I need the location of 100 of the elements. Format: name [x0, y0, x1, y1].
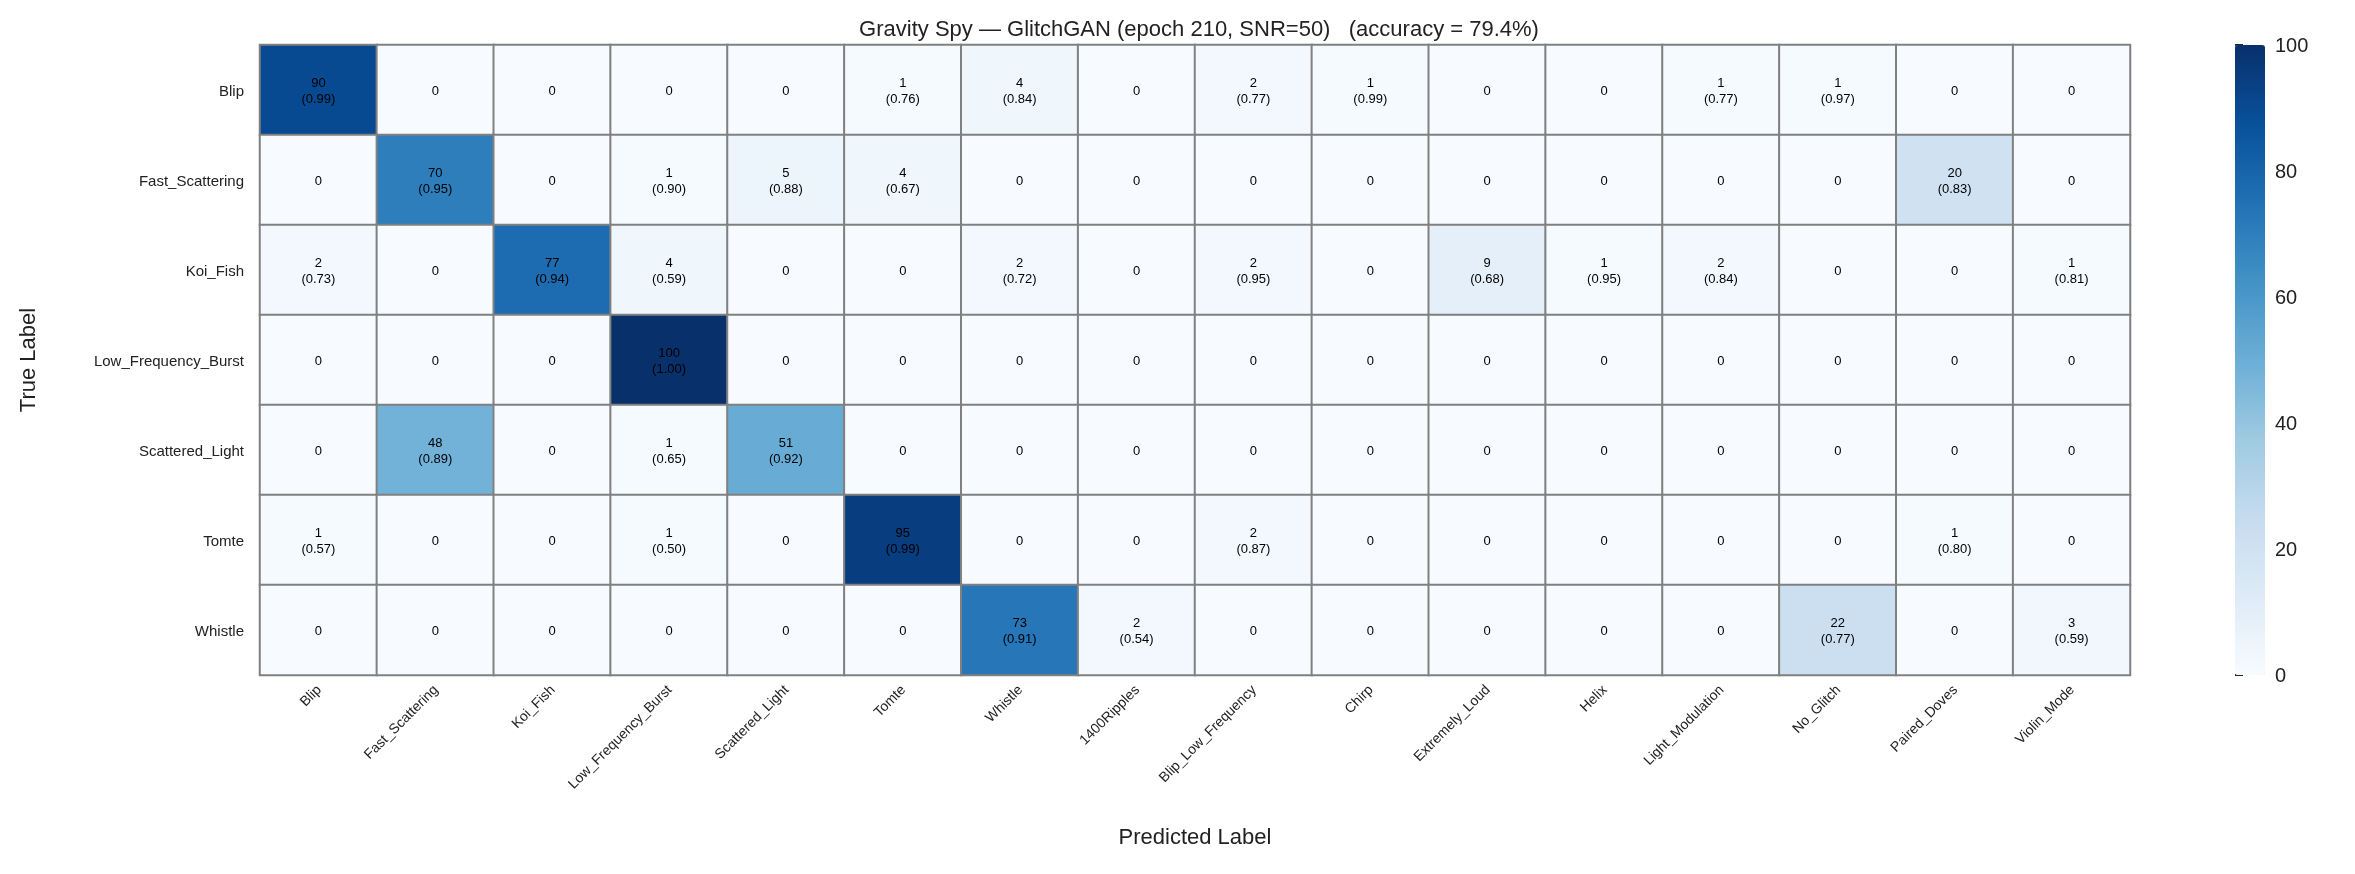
data-label: 0	[1834, 352, 1842, 368]
data-label: 0	[1600, 82, 1608, 98]
color-bar-label: 40	[2275, 412, 2298, 434]
data-label: 1 (0.77)	[1703, 74, 1738, 106]
data-label: 0	[1016, 442, 1024, 458]
data-label: 0	[2067, 532, 2076, 548]
data-label: 0	[1366, 172, 1374, 188]
data-label: 51 (0.92)	[768, 434, 803, 466]
data-label: 0	[1483, 622, 1491, 638]
data-label: 1 (0.57)	[301, 524, 336, 556]
data-label: 1 (0.95)	[1587, 254, 1622, 286]
data-label: 0	[1132, 352, 1141, 368]
data-label: 0	[548, 82, 556, 98]
data-label: 2 (0.84)	[1703, 254, 1738, 286]
data-label: 2 (0.77)	[1236, 74, 1271, 106]
color-bar-label: 100	[2275, 34, 2309, 56]
data-label: 1 (0.97)	[1820, 74, 1855, 106]
data-label: 0	[899, 442, 907, 458]
data-label: 0	[1016, 172, 1024, 188]
x-axis-title: Predicted Label	[1118, 823, 1272, 849]
data-label: 1 (0.50)	[652, 524, 687, 556]
data-label: 0	[1600, 172, 1608, 188]
y-tick-label: Blip	[218, 81, 244, 99]
x-tick-label: Blip	[296, 681, 325, 710]
data-label: 0	[548, 532, 556, 548]
data-label: 0	[1366, 352, 1374, 368]
data-label: 0	[665, 82, 673, 98]
data-label: 0	[314, 172, 323, 188]
y-tick-label: Koi_Fish	[185, 261, 244, 279]
data-label: 0	[1366, 622, 1374, 638]
data-label: 1 (0.90)	[652, 164, 687, 196]
data-label: 20 (0.83)	[1937, 164, 1972, 196]
data-label: 0	[1132, 82, 1141, 98]
data-label: 95 (0.99)	[885, 524, 920, 556]
data-label: 0	[2067, 352, 2076, 368]
data-label: 2 (0.54)	[1119, 614, 1154, 646]
data-label: 2 (0.72)	[1002, 254, 1037, 286]
data-label: 5 (0.88)	[768, 164, 803, 196]
data-label: 0	[1016, 352, 1024, 368]
data-label: 0	[1483, 82, 1491, 98]
data-label: 90 (0.99)	[301, 74, 336, 106]
data-label: 22 (0.77)	[1820, 614, 1855, 646]
data-label: 0	[1132, 262, 1141, 278]
color-bar-label: 0	[2275, 664, 2287, 686]
data-label: 0	[548, 172, 556, 188]
data-label: 0	[431, 82, 439, 98]
data-label: 1 (0.80)	[1937, 524, 1972, 556]
data-label: 0	[314, 352, 323, 368]
data-label: 0	[1249, 172, 1258, 188]
data-label: 0	[1717, 352, 1725, 368]
data-label: 0	[1483, 442, 1491, 458]
data-label: 0	[1366, 442, 1374, 458]
data-label: 0	[1834, 532, 1842, 548]
data-label: 1 (0.81)	[2054, 254, 2089, 286]
data-label: 0	[431, 622, 439, 638]
data-label: 0	[1951, 262, 1959, 278]
data-label: 3 (0.59)	[2054, 614, 2089, 646]
data-label: 0	[1249, 352, 1258, 368]
data-label: 0	[431, 262, 439, 278]
data-label: 0	[1600, 442, 1608, 458]
data-label: 4 (0.59)	[652, 254, 687, 286]
data-label: 0	[2067, 442, 2076, 458]
data-label: 70 (0.95)	[418, 164, 453, 196]
data-label: 0	[1249, 442, 1258, 458]
data-label: 0	[548, 352, 556, 368]
data-label: 0	[431, 532, 439, 548]
data-label: 1 (0.76)	[885, 74, 920, 106]
data-label: 0	[782, 82, 790, 98]
y-axis-title: True Label	[14, 307, 40, 413]
chart-title: Gravity Spy — GlitchGAN (epoch 210, SNR=50) (accuracy = 79.4%)	[859, 15, 1539, 41]
data-label: 0	[1132, 172, 1141, 188]
y-tick-label: Tomte	[203, 531, 244, 549]
data-label: 2 (0.95)	[1236, 254, 1271, 286]
data-label: 0	[1717, 172, 1725, 188]
data-label: 0	[1132, 442, 1141, 458]
data-label: 0	[1834, 172, 1842, 188]
data-label: 0	[782, 352, 790, 368]
data-label: 0	[782, 622, 790, 638]
data-label: 0	[782, 532, 790, 548]
y-tick-label: Scattered_Light	[138, 441, 245, 459]
data-label: 0	[314, 622, 323, 638]
data-label: 0	[1249, 622, 1258, 638]
data-label: 0	[899, 262, 907, 278]
data-label: 0	[1717, 442, 1725, 458]
data-label: 0	[1834, 262, 1842, 278]
data-label: 73 (0.91)	[1002, 614, 1037, 646]
data-label: 0	[1132, 532, 1141, 548]
data-label: 0	[1600, 352, 1608, 368]
data-label: 0	[1951, 442, 1959, 458]
data-label: 0	[899, 352, 907, 368]
data-label: 0	[1016, 532, 1024, 548]
data-label: 4 (0.67)	[885, 164, 920, 196]
data-label: 0	[2067, 82, 2076, 98]
data-label: 2 (0.73)	[301, 254, 336, 286]
data-label: 4 (0.84)	[1002, 74, 1037, 106]
y-tick-label: Low_Frequency_Burst	[93, 351, 245, 369]
data-label: 2 (0.87)	[1236, 524, 1271, 556]
data-label: 0	[1600, 532, 1608, 548]
data-label: 0	[1717, 622, 1725, 638]
data-label: 0	[1483, 532, 1491, 548]
